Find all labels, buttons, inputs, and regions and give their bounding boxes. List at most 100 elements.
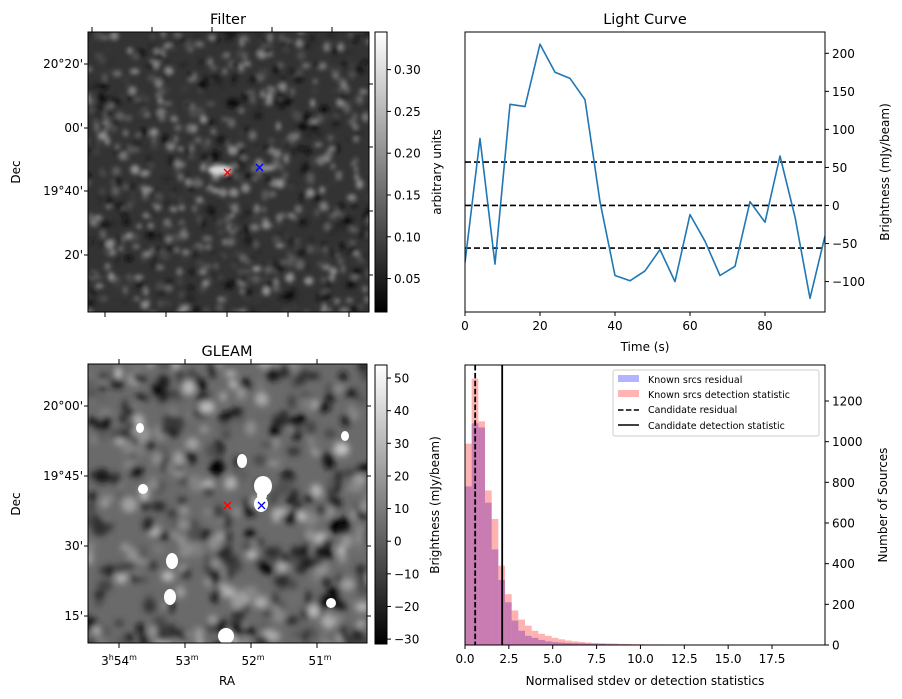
filter-colorbar-tick-label: 0.15	[394, 188, 421, 202]
texture-blob	[227, 280, 238, 287]
texture-blob	[127, 279, 134, 286]
texture-blob	[169, 394, 185, 402]
texture-blob	[209, 253, 217, 264]
texture-blob	[339, 578, 356, 591]
gleam-colorbar-tick-label: 20	[394, 469, 409, 483]
texture-blob	[303, 511, 319, 526]
texture-blob	[189, 103, 195, 110]
texture-blob	[229, 379, 237, 389]
texture-blob	[98, 385, 106, 392]
texture-blob	[289, 68, 297, 75]
texture-blob	[232, 638, 239, 643]
texture-blob	[128, 86, 137, 96]
texture-blob	[94, 636, 106, 643]
filter-axis-ticks	[84, 27, 373, 317]
texture-blob	[205, 119, 216, 125]
texture-blob	[310, 98, 315, 108]
texture-blob	[249, 308, 256, 312]
texture-blob	[352, 259, 362, 269]
texture-blob	[143, 598, 157, 614]
texture-blob	[350, 161, 357, 167]
texture-blob	[307, 503, 316, 512]
texture-blob	[178, 205, 186, 211]
texture-blob	[146, 231, 156, 239]
texture-blob	[307, 245, 313, 254]
texture-blob	[358, 601, 367, 611]
histogram-xtick-label: 7.5	[587, 652, 606, 666]
texture-blob	[296, 247, 307, 258]
texture-blob	[209, 558, 222, 569]
texture-blob	[355, 524, 367, 536]
texture-blob	[88, 193, 94, 203]
detection-bar	[578, 641, 585, 645]
texture-blob	[275, 243, 285, 248]
texture-blob	[236, 204, 242, 210]
texture-blob	[262, 547, 278, 559]
texture-blob	[310, 88, 319, 94]
texture-blob	[231, 98, 240, 109]
texture-blob	[316, 260, 324, 268]
texture-blob	[210, 128, 217, 135]
histogram-legend: Known srcs residual Known srcs detection…	[612, 369, 820, 437]
texture-blob	[273, 222, 282, 228]
texture-blob	[242, 92, 248, 102]
texture-blob	[341, 60, 348, 68]
texture-blob	[312, 78, 318, 85]
texture-blob	[157, 96, 163, 105]
gleam-candidate-marker	[223, 501, 232, 510]
texture-blob	[346, 194, 357, 202]
filter-colorbar-ticks: 0.30 0.25 0.20 0.15 0.10 0.05	[387, 63, 421, 286]
filter-title: Filter	[210, 12, 246, 28]
texture-blob	[88, 541, 96, 553]
detection-bar	[565, 640, 572, 645]
texture-blob	[156, 233, 164, 239]
texture-blob	[361, 59, 369, 65]
texture-blob	[320, 277, 328, 283]
texture-blob	[266, 260, 273, 267]
texture-blob	[122, 129, 129, 137]
texture-blob	[140, 576, 148, 584]
texture-blob	[238, 62, 244, 73]
texture-blob	[348, 240, 357, 246]
texture-blob	[225, 544, 232, 554]
texture-blob	[111, 426, 122, 438]
texture-blob	[216, 218, 224, 227]
residual-bar	[511, 620, 519, 645]
filter-colorbar-tick-label: 0.25	[394, 105, 421, 119]
texture-blob	[271, 159, 280, 169]
detection-bar	[598, 643, 605, 645]
texture-blob	[357, 620, 365, 628]
texture-blob	[88, 417, 102, 425]
texture-blob	[346, 46, 352, 56]
texture-blob	[199, 47, 209, 54]
texture-blob	[230, 308, 240, 312]
texture-blob	[132, 139, 142, 149]
texture-blob	[94, 591, 105, 599]
texture-blob	[99, 494, 115, 504]
texture-blob	[365, 101, 369, 111]
texture-blob	[154, 192, 163, 201]
gleam-ylabel: Dec	[9, 492, 23, 515]
texture-blob	[191, 307, 201, 312]
texture-blob	[278, 34, 286, 42]
texture-blob	[254, 32, 263, 39]
texture-blob	[322, 292, 333, 299]
texture-blob	[219, 391, 227, 402]
texture-blob	[232, 250, 242, 260]
texture-blob	[327, 32, 334, 39]
texture-blob	[106, 109, 113, 118]
texture-blob	[170, 233, 179, 243]
texture-blob	[228, 187, 239, 198]
texture-blob	[115, 111, 125, 121]
texture-blob	[334, 600, 348, 612]
texture-blob	[170, 531, 178, 540]
texture-blob	[90, 238, 95, 245]
texture-blob	[121, 496, 138, 513]
texture-blob	[342, 479, 351, 490]
texture-blob	[295, 565, 307, 574]
texture-blob	[88, 501, 95, 515]
detection-bar	[525, 625, 532, 645]
texture-blob	[166, 509, 178, 519]
texture-blob	[201, 181, 211, 189]
